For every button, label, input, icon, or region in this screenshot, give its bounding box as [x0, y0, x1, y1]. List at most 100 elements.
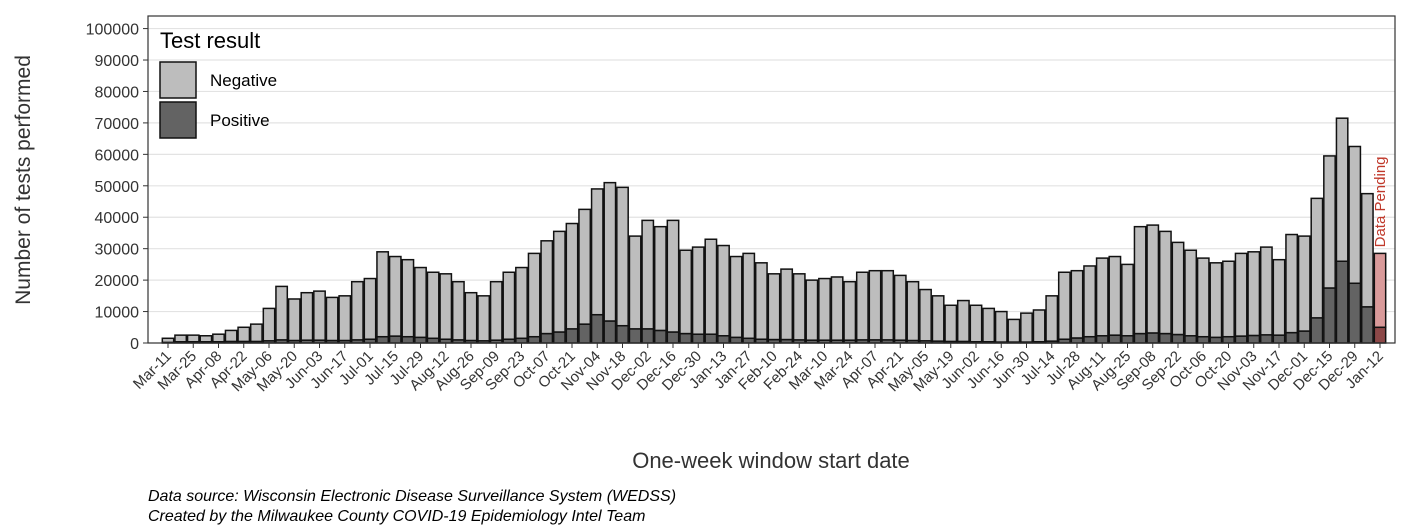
bar [590, 188, 604, 316]
bar [1285, 331, 1299, 344]
bar [1259, 246, 1273, 336]
bar [1057, 271, 1071, 340]
bar [1146, 332, 1160, 344]
legend-title: Test result [160, 28, 260, 53]
bar [1209, 262, 1223, 339]
bar [1297, 235, 1311, 332]
y-tick-label: 30000 [95, 242, 140, 259]
bar [919, 288, 932, 342]
bar [1121, 263, 1134, 337]
bar [931, 295, 945, 342]
bar [1171, 333, 1185, 344]
bar [426, 271, 440, 340]
bar [275, 285, 289, 341]
bar [350, 280, 364, 341]
bar [249, 323, 263, 343]
bar [603, 181, 617, 322]
bar [1108, 255, 1122, 336]
bar [994, 310, 1008, 343]
bar [1121, 335, 1134, 344]
y-axis-label: Number of tests performed [12, 55, 35, 305]
bar [767, 273, 781, 341]
bar [161, 337, 175, 344]
bar [515, 266, 528, 340]
bar [1247, 334, 1261, 344]
bar [300, 291, 314, 341]
bar [502, 271, 516, 340]
bar [1095, 257, 1109, 337]
bar [578, 208, 592, 325]
bar [540, 332, 554, 344]
bar [338, 295, 352, 342]
bar [729, 255, 743, 339]
y-tick-label: 70000 [95, 116, 140, 133]
bar [1234, 252, 1248, 337]
bar [1310, 317, 1324, 344]
bar [1095, 335, 1109, 344]
bar [1158, 230, 1172, 335]
bar [830, 276, 844, 341]
y-tick-label: 0 [130, 336, 139, 353]
bar [439, 273, 453, 340]
bar [742, 252, 756, 340]
bar [881, 269, 895, 341]
bar [1310, 197, 1324, 319]
bar [186, 334, 200, 343]
bar [1360, 306, 1374, 344]
bar [1045, 295, 1059, 342]
bar [780, 268, 794, 341]
bar [641, 328, 655, 344]
bar [489, 280, 503, 341]
legend-label: Positive [210, 111, 270, 130]
bar [477, 295, 491, 342]
bar [704, 238, 718, 335]
bar [287, 298, 301, 342]
bar [1222, 260, 1235, 338]
bar [199, 335, 213, 343]
bar [1108, 334, 1122, 344]
y-tick-label: 100000 [86, 22, 139, 39]
bar [1196, 257, 1210, 338]
bar [1348, 282, 1362, 344]
bar [1133, 225, 1147, 335]
bar [1272, 334, 1286, 344]
bar [224, 329, 238, 343]
bar [1360, 192, 1374, 308]
bar [704, 333, 718, 344]
bar [616, 324, 629, 344]
legend-label: Negative [210, 71, 277, 90]
bar [212, 333, 225, 343]
bar [388, 335, 402, 344]
bar [1259, 334, 1273, 344]
bar [969, 304, 983, 343]
annotation: Data Pending [1372, 156, 1389, 247]
bar [527, 335, 541, 344]
bar [1070, 269, 1084, 339]
bar [1373, 326, 1387, 344]
bar [565, 328, 579, 344]
bar [1348, 145, 1362, 285]
bar [1323, 287, 1336, 344]
bar [1373, 252, 1387, 329]
bar [717, 335, 730, 344]
bar [1234, 335, 1248, 344]
bar [1133, 332, 1147, 344]
bar [729, 336, 743, 344]
bar [843, 280, 857, 341]
bar [325, 296, 339, 342]
bar [792, 273, 806, 341]
bar [1272, 258, 1286, 336]
bar [666, 219, 680, 333]
bar [578, 323, 592, 344]
bar [1285, 233, 1299, 334]
y-tick-label: 60000 [95, 147, 140, 164]
bar [1184, 335, 1198, 344]
bar [1020, 312, 1033, 343]
bar [956, 299, 970, 343]
bar [1032, 309, 1046, 343]
bar [893, 274, 907, 341]
bar [376, 335, 390, 344]
bar [653, 329, 667, 344]
bar [691, 333, 705, 344]
y-tick-label: 40000 [95, 210, 140, 227]
